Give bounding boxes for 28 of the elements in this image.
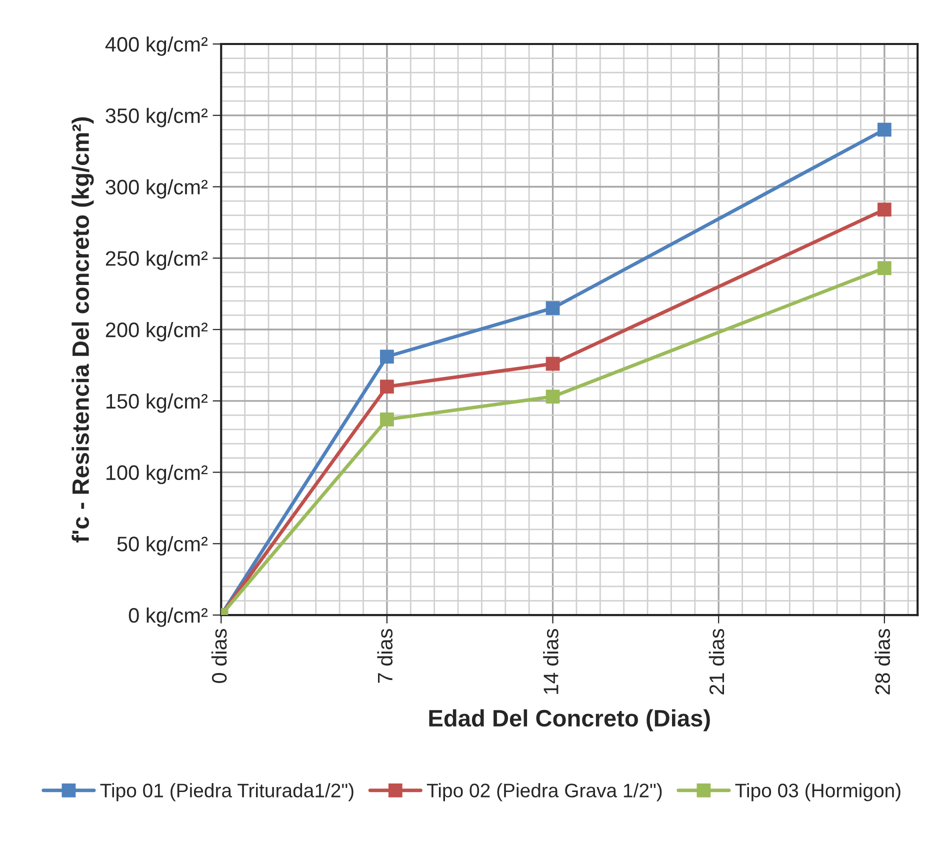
x-tick-label: 0 dias (211, 628, 227, 684)
y-tick-label: 300 kg/cm² (106, 179, 208, 199)
legend-label: Tipo 02 (Piedra Grava 1/2") (426, 783, 662, 802)
x-tick-label: 14 dias (543, 628, 558, 694)
y-axis-title: f'c - Resistencia Del concreto (kg/cm²) (72, 117, 94, 542)
y-tick-label: 150 kg/cm² (106, 393, 208, 413)
point (380, 350, 394, 364)
point (877, 122, 892, 137)
point (877, 261, 892, 276)
legend-label: Tipo 03 (Hormigon) (735, 783, 900, 802)
x-tick-label: 21 dias (708, 628, 724, 694)
point (877, 202, 892, 217)
x-tick-label: 7 dias (377, 628, 393, 683)
point (546, 301, 560, 316)
y-tick-label: 200 kg/cm² (106, 322, 208, 342)
point (380, 412, 394, 426)
x-tick-label: 28 dias (874, 628, 890, 694)
point (546, 390, 560, 404)
y-tick-label: 250 kg/cm² (106, 250, 208, 270)
legend-label: Tipo 01 (Piedra Triturada1/2") (100, 783, 354, 802)
y-tick-label: 350 kg/cm² (106, 108, 208, 128)
point (380, 380, 394, 394)
y-tick-label: 100 kg/cm² (106, 464, 208, 484)
y-tick-label: 0 kg/cm² (128, 607, 208, 627)
y-tick-label: 50 kg/cm² (117, 536, 208, 556)
point (546, 356, 560, 371)
x-axis-title: Edad Del Concreto (Dias) (429, 709, 710, 732)
y-tick-label: 400 kg/cm² (105, 36, 208, 56)
